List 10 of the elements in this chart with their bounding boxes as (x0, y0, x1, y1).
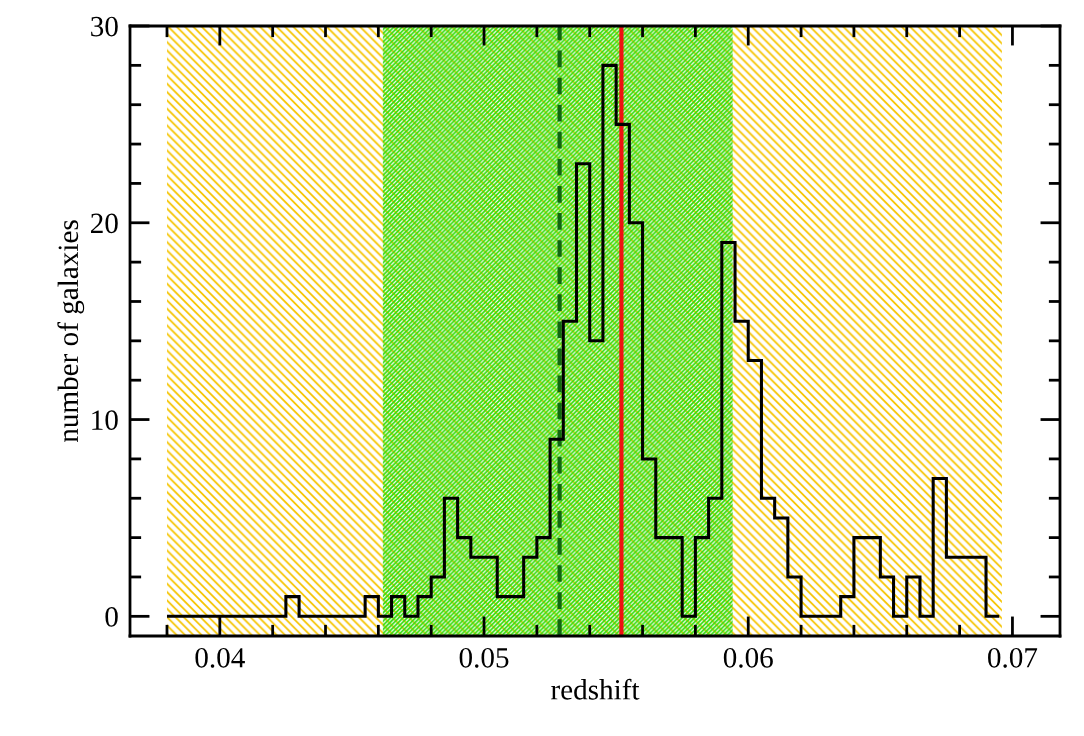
y-axis-title: number of galaxies (57, 220, 85, 443)
x-axis-title: redshift (551, 678, 640, 700)
y-tick-label: 20 (91, 213, 118, 234)
x-tick-label: 0.07 (988, 647, 1038, 668)
y-tick-label: 30 (91, 16, 118, 37)
x-tick-label: 0.04 (195, 647, 245, 668)
y-tick-label: 10 (92, 410, 118, 430)
y-tick-label: 0 (105, 607, 118, 627)
x-tick-label: 0.05 (459, 647, 509, 668)
x-tick-label: 0.06 (723, 647, 773, 668)
